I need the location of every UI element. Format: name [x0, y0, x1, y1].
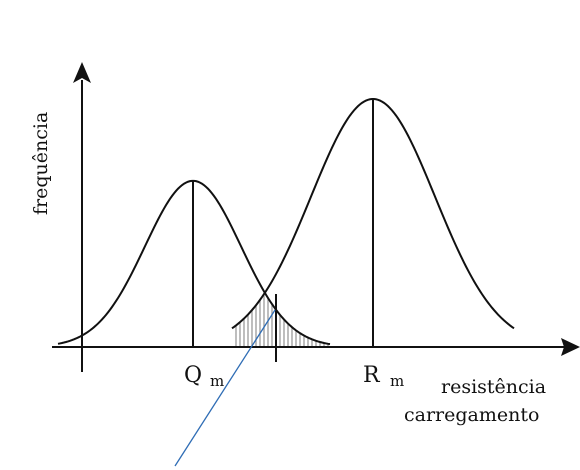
r-mean-label: R — [363, 363, 381, 388]
x-axis-label-resistance: resistência — [441, 376, 546, 398]
q-mean-subscript: m — [210, 372, 224, 390]
x-axis-arrowhead — [561, 338, 580, 356]
q-mean-label: Q — [184, 363, 202, 388]
r-mean-subscript: m — [390, 372, 404, 390]
pointer-line — [174, 309, 276, 467]
x-axis-label-load: carregamento — [404, 404, 539, 426]
y-axis-arrowhead — [73, 62, 91, 83]
y-axis-label: frequência — [30, 112, 52, 215]
